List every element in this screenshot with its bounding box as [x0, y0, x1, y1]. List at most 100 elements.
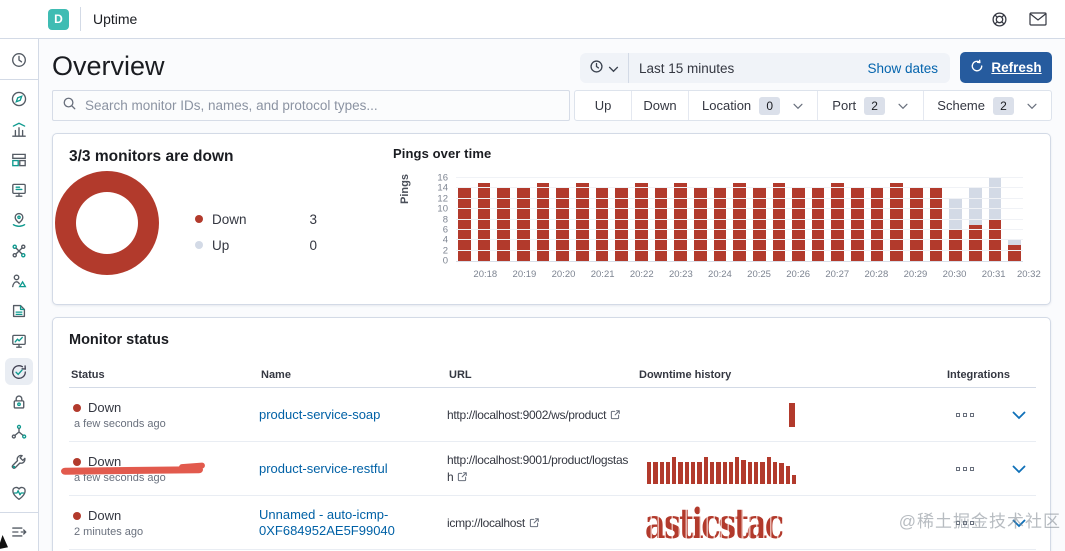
pings-bar: [910, 178, 923, 261]
header-divider: [80, 7, 81, 31]
sidebar-item-observability[interactable]: [5, 268, 33, 294]
dashboard-icon: [10, 151, 28, 169]
filter-port-dropdown[interactable]: Port 2: [818, 91, 925, 120]
monitor-name-link[interactable]: product-service-restful: [259, 460, 388, 476]
integrations-menu-button[interactable]: [929, 521, 1001, 525]
machine-learning-icon: [10, 242, 28, 260]
x-axis-tick-label: 20:19: [512, 269, 537, 280]
sidebar-item-visualize[interactable]: [5, 116, 33, 142]
sidebar-item-dev-tools[interactable]: [5, 449, 33, 475]
legend-value: 0: [309, 237, 317, 253]
pings-bar: [1008, 178, 1022, 261]
monitor-url-link[interactable]: http://localhost:9001/product/logstash: [447, 453, 629, 484]
y-axis-tick-label: 8: [442, 214, 448, 225]
pings-bar: [929, 178, 943, 261]
uptime-icon: [10, 363, 28, 381]
x-axis-tick-label: 20:22: [629, 269, 654, 280]
x-axis-tick-label: 20:25: [747, 269, 771, 280]
x-axis-tick-label: 20:20: [551, 269, 576, 280]
newsfeed-mail-icon[interactable]: [1029, 12, 1047, 26]
search-box: [52, 90, 570, 121]
legend-value: 3: [309, 211, 317, 227]
y-axis-tick-label: 10: [437, 203, 448, 215]
time-range-value[interactable]: Last 15 minutes: [639, 60, 735, 76]
sidebar-item-logs[interactable]: [5, 298, 33, 324]
search-icon: [62, 96, 77, 116]
metrics-icon: [10, 332, 28, 350]
search-input[interactable]: [85, 98, 560, 113]
expand-row-button[interactable]: [1001, 519, 1036, 528]
external-link-icon: [611, 409, 620, 419]
help-icon[interactable]: [991, 11, 1008, 28]
legend-dot: [195, 215, 203, 223]
x-axis-tick-label: 20:26: [786, 269, 811, 280]
sidebar-separator-bottom: [0, 511, 39, 513]
filter-down-button[interactable]: Down: [632, 91, 689, 120]
filter-up-button[interactable]: Up: [575, 91, 632, 120]
monitor-url-link[interactable]: http://localhost:9002/ws/product: [447, 407, 633, 424]
downtime-sparkline: [647, 456, 797, 484]
filter-scheme-dropdown[interactable]: Scheme 2: [924, 91, 1051, 120]
legend-item-down: Down 3: [195, 206, 345, 232]
status-cell: Down a few seconds ago: [69, 400, 259, 430]
integrations-menu-button[interactable]: [929, 413, 1001, 417]
top-bar: D Uptime: [0, 0, 1065, 39]
collapse-menu-icon: [10, 523, 28, 541]
time-quick-menu-button[interactable]: [580, 53, 629, 83]
y-axis-tick-label: 12: [437, 193, 448, 205]
x-axis-tick-label: 20:24: [708, 269, 732, 280]
pings-over-time-chart[interactable]: Pings over time Pings 0 2 4 6 8 10 12 14 16 20:18…: [393, 146, 1041, 294]
observability-icon: [10, 272, 28, 290]
sidebar-separator: [0, 79, 39, 81]
expand-row-button[interactable]: [1001, 465, 1036, 474]
monitor-url-link[interactable]: icmp://localhost: [447, 515, 633, 532]
y-axis-tick-label: 14: [437, 182, 448, 194]
dev-tools-wrench-icon: [10, 453, 28, 471]
integrations-menu-button[interactable]: [929, 467, 1001, 471]
sidebar-item-discover[interactable]: [5, 86, 33, 112]
sidebar-item-apm[interactable]: [5, 419, 33, 445]
compass-icon: [10, 90, 28, 108]
monitor-table-row: Down a few seconds ago product-service-res…: [69, 442, 1036, 496]
clock-icon: [10, 51, 28, 69]
sidebar-item-stack-monitoring[interactable]: [5, 479, 33, 505]
sidebar-item-dashboard[interactable]: [5, 147, 33, 173]
filter-count-badge: 2: [864, 96, 886, 115]
monitor-name-link[interactable]: product-service-soap: [259, 406, 381, 422]
sidebar-item-uptime[interactable]: [5, 358, 33, 385]
sidebar-item-security[interactable]: [5, 389, 33, 415]
pings-bar: [497, 178, 510, 261]
pings-bar: [575, 178, 589, 261]
status-label: Down: [88, 508, 122, 523]
sidebar-item-metrics[interactable]: [5, 328, 33, 354]
downtime-history-cell: [637, 388, 929, 442]
show-dates-link[interactable]: Show dates: [867, 60, 938, 76]
filter-count-badge: 2: [993, 96, 1014, 115]
monitor-table-row: Down 2 minutes ago Unnamed - auto-icmp-0XF…: [69, 496, 1036, 550]
status-label: Down: [88, 454, 122, 469]
x-axis-tick-label: 20:21: [590, 269, 615, 280]
y-axis-tick-label: 2: [442, 245, 448, 257]
space-avatar[interactable]: D: [48, 8, 69, 30]
refresh-icon: [970, 59, 984, 76]
sidebar-item-recently-viewed[interactable]: [5, 47, 33, 73]
stack-monitoring-icon: [10, 484, 28, 502]
refresh-button[interactable]: Refresh: [960, 52, 1052, 83]
sidebar-item-maps[interactable]: [5, 207, 33, 233]
filter-location-dropdown[interactable]: Location 0: [689, 91, 819, 120]
sidebar-item-machine-learning[interactable]: [5, 237, 33, 263]
monitor-name-link[interactable]: Unnamed - auto-icmp-0XF684952AE5F99040: [259, 506, 395, 538]
pings-bar: [811, 178, 825, 261]
pings-bar: [733, 178, 746, 261]
page-title: Overview: [52, 51, 165, 81]
expand-row-button[interactable]: [1001, 411, 1036, 420]
y-axis-tick-label: 6: [442, 224, 448, 236]
pings-bar: [556, 178, 569, 261]
sidebar-item-canvas[interactable]: [5, 177, 33, 203]
x-axis-tick-label: 20:18: [473, 269, 498, 280]
snapshot-donut-chart: [55, 171, 159, 275]
chevron-down-icon: [1026, 98, 1038, 113]
x-axis-tick-label: 20:31: [981, 269, 1006, 280]
sidebar-collapse-button[interactable]: [5, 519, 33, 545]
render-artifact-text: asticstac: [645, 500, 784, 548]
